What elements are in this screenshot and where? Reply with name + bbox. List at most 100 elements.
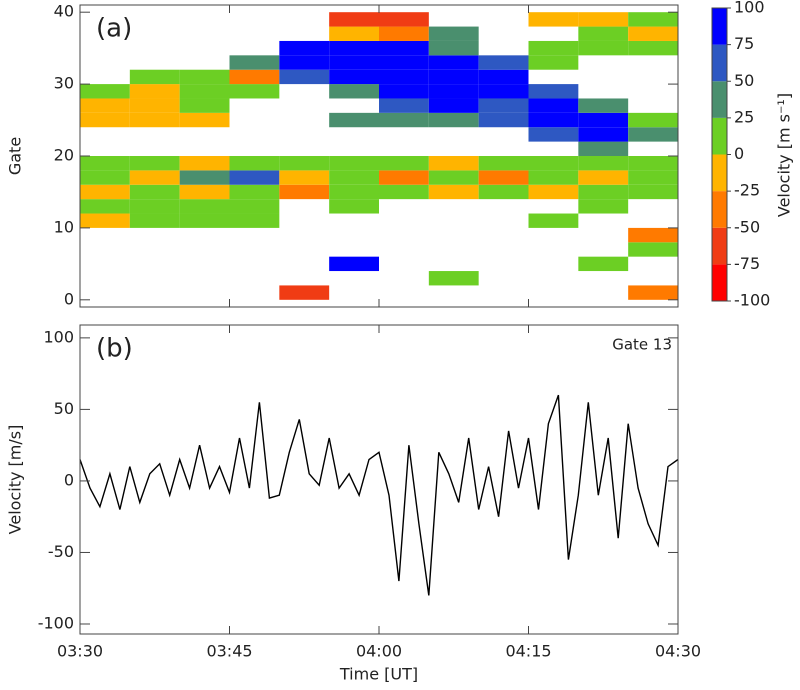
heatmap-cell [428, 26, 479, 41]
heatmap-cell [179, 199, 230, 214]
heatmap-cell [478, 170, 529, 185]
heatmap-cell [379, 84, 429, 99]
data-line [79, 394, 679, 596]
x-tick-label: 04:00 [356, 642, 402, 661]
heatmap-cell [329, 170, 379, 185]
heatmap-cell [80, 184, 130, 200]
y-axis-label: Velocity [m/s] [6, 425, 25, 535]
heatmap-cell [279, 55, 330, 70]
colorbar-segment [712, 81, 727, 118]
heatmap-cell [329, 26, 379, 41]
colorbar-label: -25 [734, 181, 760, 200]
heatmap-cell [179, 170, 230, 185]
y-tick-label: 0 [64, 470, 74, 489]
heatmap-cell [528, 40, 579, 56]
x-tick-label: 04:30 [655, 642, 701, 661]
heatmap-cell [329, 55, 379, 70]
heatmap-cell [428, 55, 479, 70]
y-tick-label: 50 [54, 399, 74, 418]
heatmap-cell [179, 98, 230, 113]
heatmap-cell [329, 69, 379, 85]
heatmap-cell [628, 26, 678, 41]
colorbar-segment [712, 227, 727, 265]
heatmap-cell [578, 40, 629, 56]
heatmap-cell [478, 55, 529, 70]
heatmap-cell [129, 156, 180, 171]
heatmap-cell [428, 40, 479, 56]
heatmap-cell [80, 156, 130, 171]
heatmap-cell [229, 55, 280, 70]
heatmap-cell [578, 127, 629, 142]
heatmap-cell [229, 156, 280, 171]
y-tick-label: -50 [48, 542, 74, 561]
heatmap-cell [129, 199, 180, 214]
heatmap-cell [80, 199, 130, 214]
x-axis-label: Time [UT] [339, 665, 418, 684]
heatmap-cell [428, 271, 479, 286]
heatmap-cell [428, 69, 479, 85]
heatmap-cell [129, 213, 180, 228]
heatmap-cell [578, 170, 629, 185]
heatmap-cell [428, 98, 479, 113]
heatmap-cell [279, 285, 330, 300]
panel-label: (a) [96, 14, 132, 44]
heatmap-cell [279, 184, 330, 200]
heatmap-cell [428, 112, 479, 128]
heatmap-cell [528, 98, 579, 113]
heatmap-cell [578, 184, 629, 200]
colorbar-title: Velocity [m s⁻¹] [775, 93, 794, 217]
x-tick-label: 04:15 [505, 642, 551, 661]
heatmap-cell [528, 112, 579, 128]
heatmap-cell [528, 55, 579, 70]
heatmap-cell [628, 40, 678, 56]
y-tick-label: 40 [54, 2, 74, 21]
heatmap-cell [578, 98, 629, 113]
heatmap-cell [329, 156, 379, 171]
heatmap-cell [279, 69, 330, 85]
heatmap-cell [478, 84, 529, 99]
colorbar-label: -100 [734, 291, 770, 310]
heatmap-cell [229, 213, 280, 228]
heatmap-cell [379, 26, 429, 41]
heatmap-cell [628, 242, 678, 257]
heatmap-cell [179, 84, 230, 99]
heatmap-cell [329, 84, 379, 99]
heatmap-cell [628, 127, 678, 142]
heatmap-cell [528, 84, 579, 99]
heatmap-cell [628, 156, 678, 171]
heatmap-cell [80, 213, 130, 228]
heatmap-cell [528, 184, 579, 200]
heatmap-cell [80, 98, 130, 113]
heatmap-cell [379, 12, 429, 27]
heatmap-cell [578, 256, 629, 272]
colorbar-segment [712, 8, 727, 45]
x-tick-label: 03:45 [206, 642, 252, 661]
heatmap-cell [379, 156, 429, 171]
heatmap-cell [379, 40, 429, 56]
heatmap-cell [428, 156, 479, 171]
y-tick-label: 10 [54, 217, 74, 236]
heatmap-cell [628, 184, 678, 200]
heatmap-cell [578, 26, 629, 41]
heatmap-cell [80, 84, 130, 99]
heatmap-cell [379, 55, 429, 70]
heatmap-cell [478, 112, 529, 128]
heatmap-cell [229, 184, 280, 200]
colorbar-segment [712, 154, 727, 192]
heatmap-cell [628, 170, 678, 185]
y-tick-label: 20 [54, 146, 74, 165]
heatmap-cell [129, 112, 180, 128]
heatmap-cell [379, 170, 429, 185]
colorbar-segment [712, 191, 727, 228]
colorbar-segment [712, 264, 727, 301]
heatmap-cell [279, 170, 330, 185]
heatmap-cell [528, 156, 579, 171]
y-tick-label: 100 [43, 327, 74, 346]
heatmap-cell [578, 112, 629, 128]
heatmap-cell [229, 199, 280, 214]
heatmap-cell [628, 112, 678, 128]
heatmap-cell [478, 69, 529, 85]
annotation: Gate 13 [612, 336, 672, 354]
heatmap-cell [329, 112, 379, 128]
colorbar-label: 25 [734, 107, 754, 126]
